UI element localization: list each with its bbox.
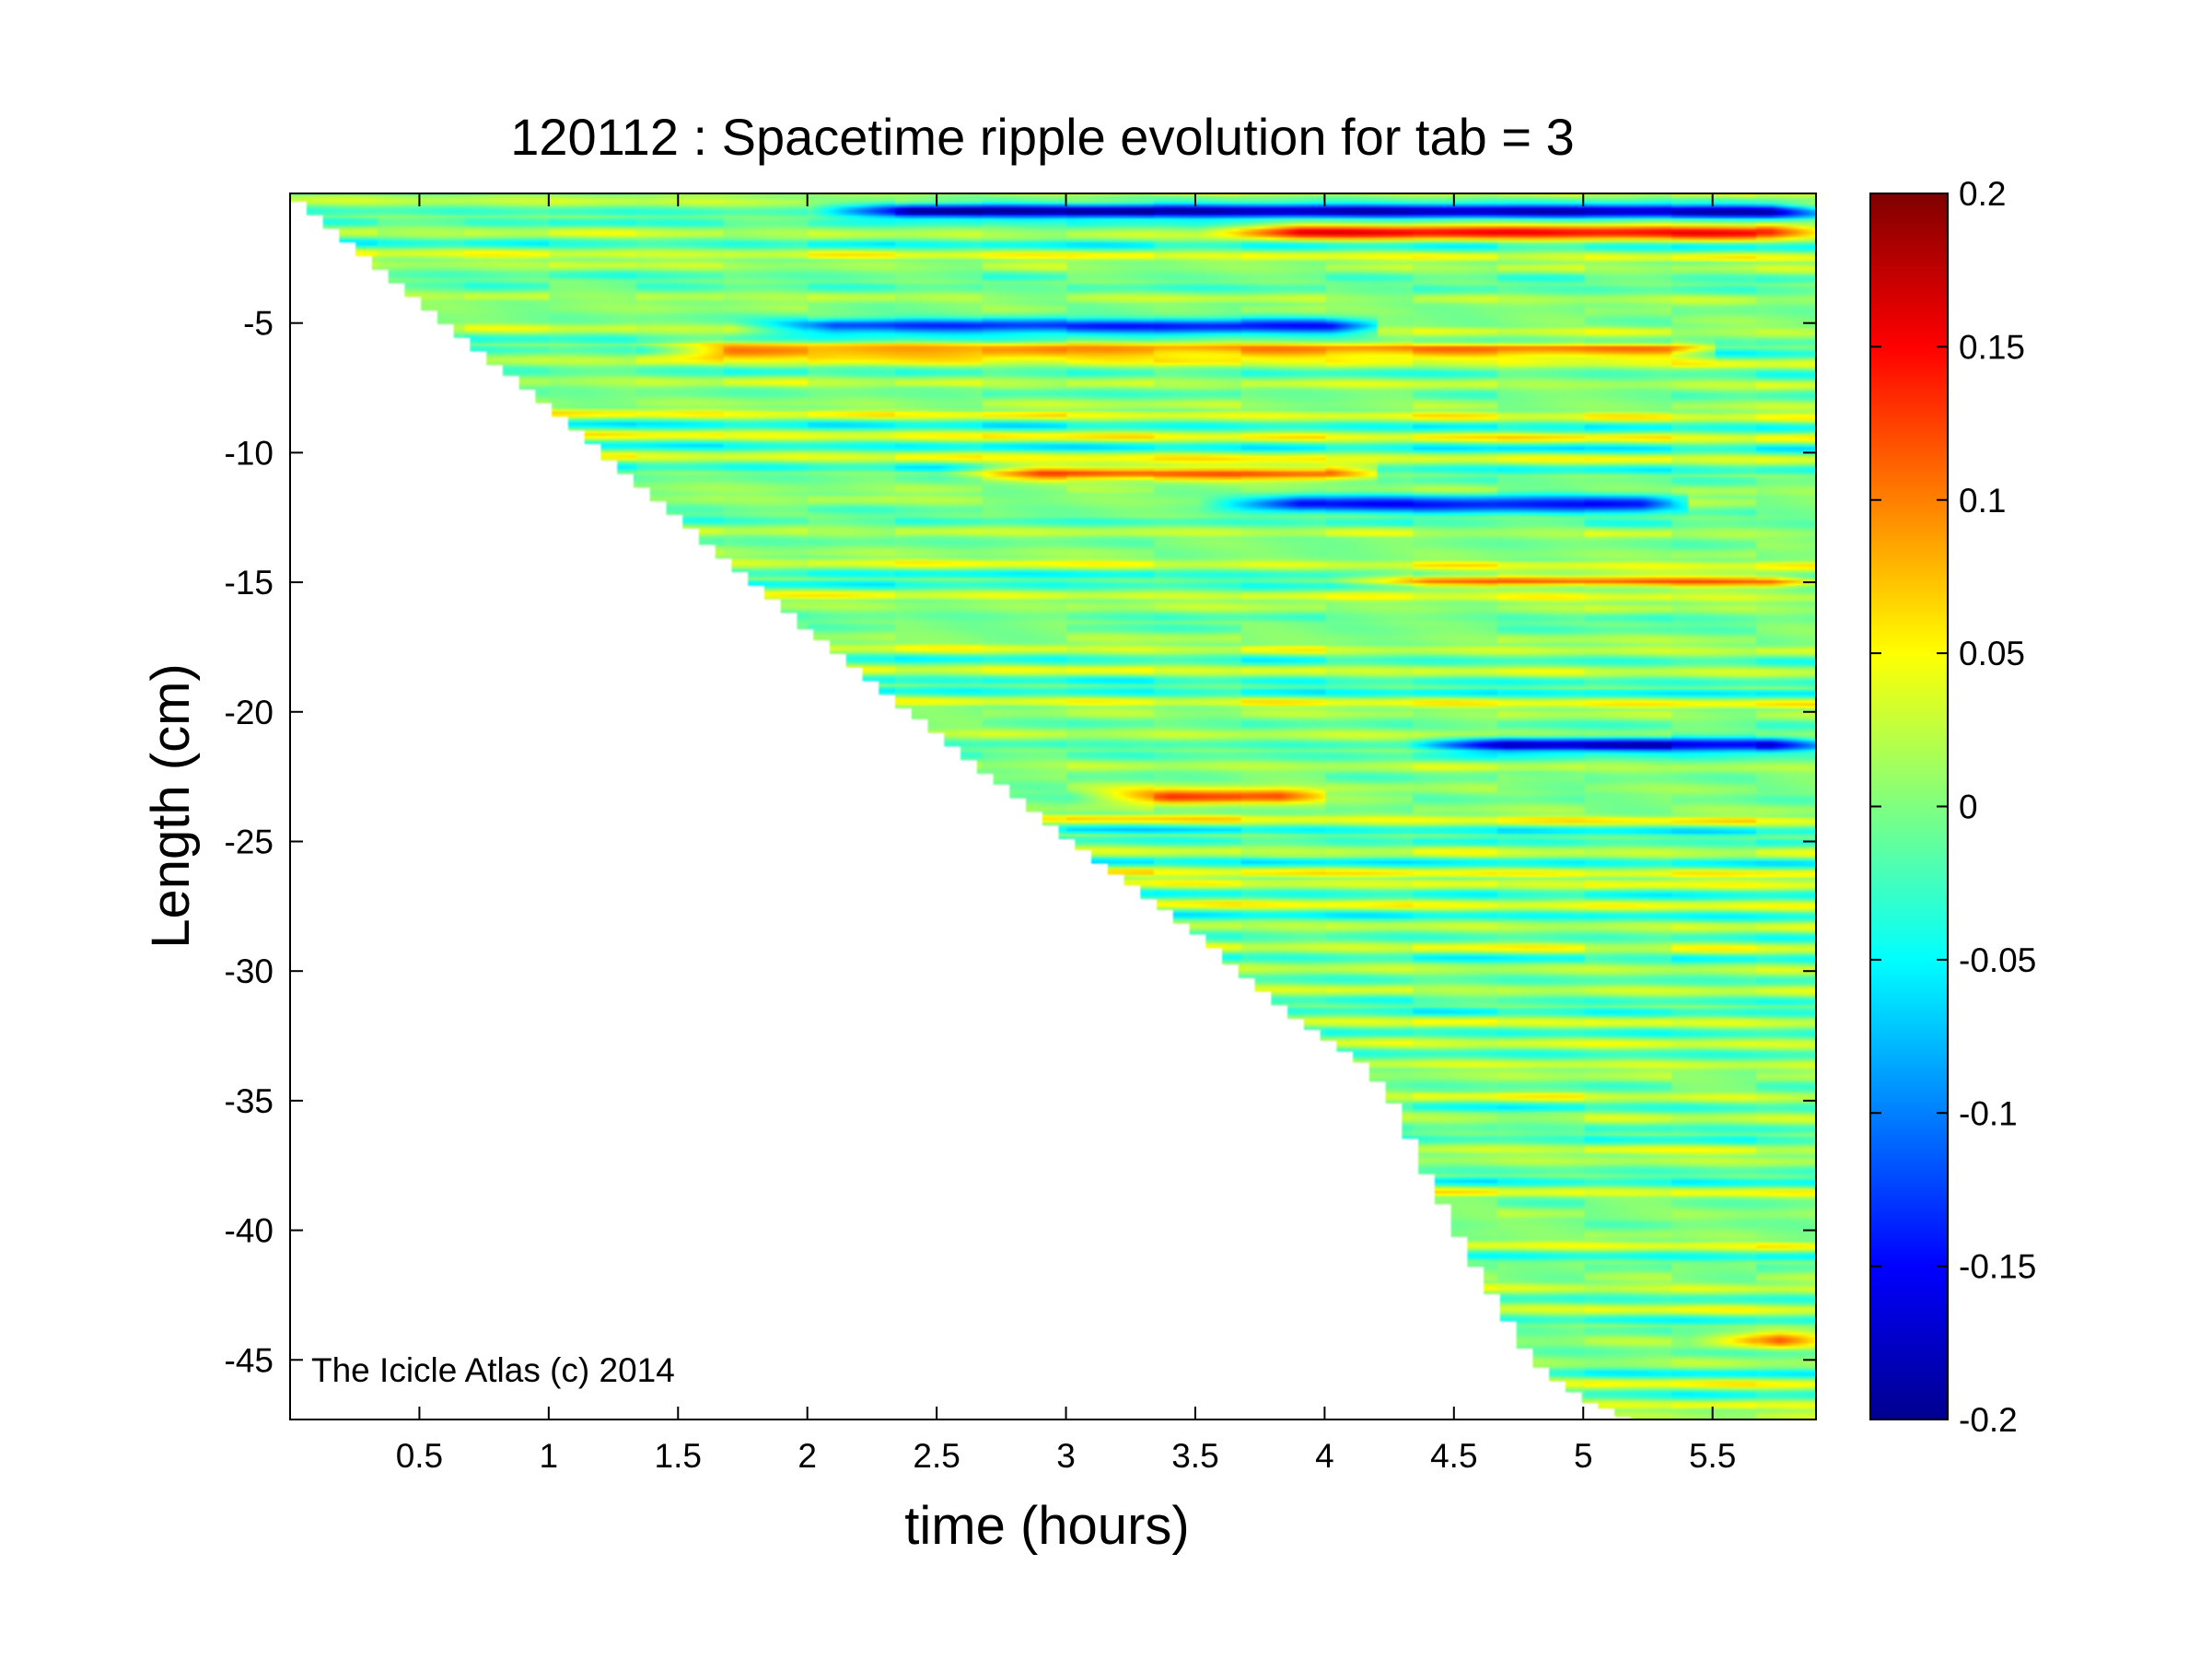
x-tick-label: 5.5 bbox=[1689, 1437, 1736, 1475]
y-tick-label: -20 bbox=[225, 694, 274, 731]
y-tick-label: -35 bbox=[225, 1082, 274, 1120]
x-tick-label: 2 bbox=[797, 1437, 817, 1475]
colorbar-ticks: 0.2 0.15 0.1 0.05 0 -0.05 -0.1 -0.15 -0.2 bbox=[1870, 175, 2036, 1439]
colorbar-tick-label: -0.2 bbox=[1959, 1401, 2018, 1439]
y-tick-label: -15 bbox=[225, 564, 274, 602]
x-tick-label: 3 bbox=[1056, 1437, 1076, 1475]
x-tick-label: 1 bbox=[540, 1437, 559, 1475]
x-tick-label: 2.5 bbox=[913, 1437, 960, 1475]
colorbar-tick-label: 0 bbox=[1959, 789, 1978, 826]
plot-area bbox=[289, 193, 1817, 1420]
x-tick-label: 1.5 bbox=[655, 1437, 702, 1475]
colorbar-tick-label: 0.1 bbox=[1959, 482, 2006, 520]
colorbar-gradient bbox=[1869, 193, 1949, 1420]
colorbar-tick-label: 0.15 bbox=[1959, 328, 2025, 366]
colorbar-tick-label: 0.05 bbox=[1959, 635, 2025, 672]
y-tick-label: -10 bbox=[225, 434, 274, 472]
colorbar-tick-label: -0.1 bbox=[1959, 1094, 2018, 1132]
ripple-heatmap bbox=[290, 193, 1816, 1419]
y-axis-label: Length (cm) bbox=[141, 663, 201, 948]
y-tick-label: -45 bbox=[225, 1341, 274, 1379]
colorbar: 0.2 0.15 0.1 0.05 0 -0.05 -0.1 -0.15 -0.2 bbox=[1869, 175, 2036, 1439]
y-tick-label: -25 bbox=[225, 823, 274, 860]
colorbar-tick-label: -0.05 bbox=[1959, 941, 2036, 979]
x-axis-ticks: 0.5 1 1.5 2 2.5 3 3.5 4 4.5 5 5.5 bbox=[396, 193, 1736, 1475]
x-tick-label: 5 bbox=[1574, 1437, 1593, 1475]
chart-title: 120112 : Spacetime ripple evolution for … bbox=[510, 108, 1575, 166]
x-tick-label: 4.5 bbox=[1430, 1437, 1477, 1475]
x-tick-label: 3.5 bbox=[1171, 1437, 1218, 1475]
y-tick-label: -40 bbox=[225, 1212, 274, 1250]
copyright-watermark: The Icicle Atlas (c) 2014 bbox=[311, 1351, 675, 1389]
x-tick-label: 4 bbox=[1315, 1437, 1334, 1475]
y-tick-label: -5 bbox=[243, 305, 274, 343]
x-tick-label: 0.5 bbox=[396, 1437, 443, 1475]
colorbar-tick-label: -0.15 bbox=[1959, 1248, 2036, 1286]
y-tick-label: -30 bbox=[225, 952, 274, 990]
x-axis-label: time (hours) bbox=[904, 1496, 1189, 1556]
plot-frame bbox=[289, 193, 1817, 1420]
colorbar-tick-label: 0.2 bbox=[1959, 175, 2006, 213]
y-axis-ticks: -5 -10 -15 -20 -25 -30 -35 -40 -45 bbox=[225, 305, 1816, 1379]
